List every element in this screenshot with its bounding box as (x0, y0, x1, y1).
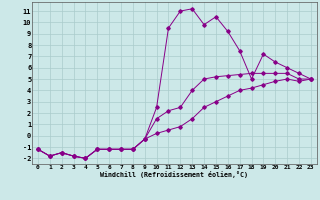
X-axis label: Windchill (Refroidissement éolien,°C): Windchill (Refroidissement éolien,°C) (100, 171, 248, 178)
